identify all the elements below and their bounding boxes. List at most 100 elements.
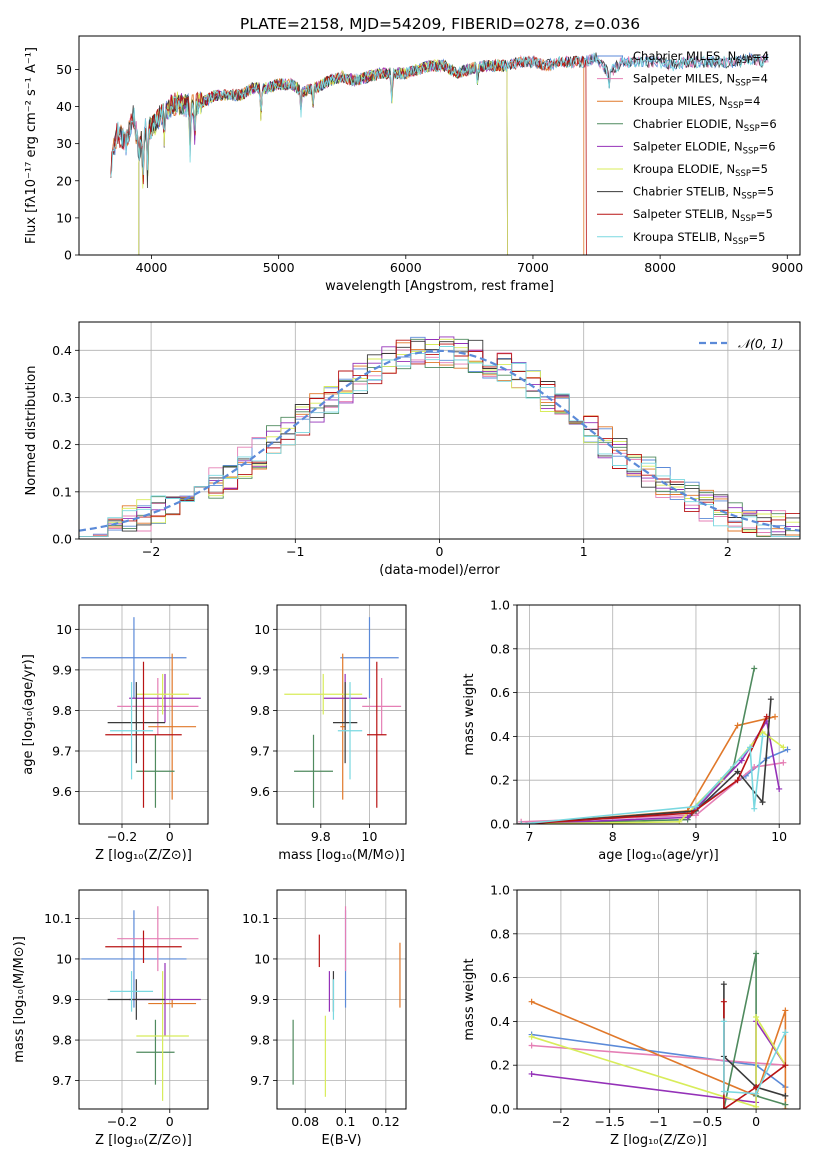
massweight-point xyxy=(751,665,758,672)
massweight-point xyxy=(688,810,695,817)
legend-label-name: Salpeter MILES, N xyxy=(633,72,735,86)
y-tick-label: 10 xyxy=(56,210,72,225)
massweight-point xyxy=(782,1092,789,1099)
y-tick-label: 0.6 xyxy=(490,685,510,700)
x-tick-label: 0.08 xyxy=(291,1114,319,1129)
legend-label: Salpeter ELODIE, NSSP=6 xyxy=(633,139,776,156)
axes-frame xyxy=(276,604,407,825)
massweight-point xyxy=(782,1029,789,1036)
legend-label: Chabrier ELODIE, NSSP=6 xyxy=(633,117,777,134)
figure-title: PLATE=2158, MJD=54209, FIBERID=0278, z=0… xyxy=(240,15,640,33)
y-tick-label: 0.3 xyxy=(52,390,72,405)
legend-label-name: Salpeter STELIB, N xyxy=(633,207,740,221)
y-tick-label: 9.8 xyxy=(52,1033,72,1048)
massweight-point xyxy=(753,1090,760,1097)
axes-frame xyxy=(78,889,209,1110)
massweight-point xyxy=(753,950,760,957)
y-tick-label: 9.7 xyxy=(250,744,270,759)
x-tick-label: 10 xyxy=(362,829,378,844)
y-tick-label: 10 xyxy=(56,622,72,637)
legend-label-eq: =4 xyxy=(743,94,760,108)
y-tick-label: 10 xyxy=(254,622,270,637)
axes-frame xyxy=(516,889,801,1110)
x-tick-label: −0.2 xyxy=(107,829,137,844)
legend-label-sub: SSP xyxy=(743,146,759,156)
massweight-point xyxy=(751,764,758,771)
y-tick-label: 0.0 xyxy=(490,1102,510,1117)
legend-label-name: Chabrier ELODIE, N xyxy=(633,117,744,131)
massweight-point xyxy=(684,814,691,821)
x-axis-label: E(B-V) xyxy=(321,1133,361,1148)
x-tick-label: 9000 xyxy=(771,260,803,275)
massweight-point xyxy=(720,981,727,988)
axes-frame xyxy=(516,604,801,825)
y-tick-label: 9.8 xyxy=(250,1033,270,1048)
y-tick-label: 0.0 xyxy=(490,817,510,832)
x-tick-label: −1 xyxy=(286,544,304,559)
y-tick-label: 0.4 xyxy=(490,1014,510,1029)
panel-spectrum: 4000 5000 6000 7000 8000 9000 0 10 20 30 40 50 wavel… xyxy=(24,35,803,294)
y-axis-label: mass weight xyxy=(462,673,477,755)
histogram-series-step xyxy=(79,346,800,538)
panels: 4000 5000 6000 7000 8000 900001020304050wavel… xyxy=(12,35,803,1148)
massweight-series-line xyxy=(723,1021,787,1095)
legend-label-eq: =6 xyxy=(760,117,777,131)
y-tick-label: 1.0 xyxy=(490,883,510,898)
y-tick-label: 9.9 xyxy=(52,662,72,677)
y-axis-label: Flux [fλ10⁻¹⁷ erg cm⁻² s⁻¹ A⁻¹] xyxy=(24,47,39,244)
panel-residuals: −2 −1 0 1 2 0.0 0.1 0.2 0.3 0.4 (data-model)/error… xyxy=(24,321,801,578)
legend-label-eq: =4 xyxy=(751,72,768,86)
y-axis-label: mass weight xyxy=(462,958,477,1040)
plot-area xyxy=(284,617,402,808)
y-tick-label: 1.0 xyxy=(490,598,510,613)
x-tick-label: 10 xyxy=(771,829,787,844)
legend-label-sub: SSP xyxy=(740,214,756,224)
y-tick-label: 10.1 xyxy=(242,911,270,926)
massweight-point xyxy=(772,713,779,720)
y-tick-label: 0.2 xyxy=(490,773,510,788)
y-tick-label: 9.7 xyxy=(52,1073,72,1088)
legend-label-sub: SSP xyxy=(744,124,760,134)
x-tick-label: 0 xyxy=(436,544,444,559)
massweight-point xyxy=(747,744,754,751)
massweight-point xyxy=(751,805,758,812)
legend-label-name: Kroupa ELODIE, N xyxy=(633,162,735,176)
y-axis-label: Normed distribution xyxy=(24,366,39,496)
massweight-point xyxy=(720,998,727,1005)
massweight-point xyxy=(767,696,774,703)
plot-area xyxy=(110,52,769,255)
massweight-series-line xyxy=(531,1000,787,1109)
x-tick-label: −2 xyxy=(552,1114,570,1129)
massweight-point xyxy=(782,1007,789,1014)
plot-area xyxy=(81,617,201,808)
massweight-point xyxy=(528,1070,535,1077)
massweight-point xyxy=(753,1084,760,1091)
legend-label: Chabrier MILES, NSSP=4 xyxy=(633,49,769,66)
massweight-point xyxy=(528,998,535,1005)
y-tick-label: 9.7 xyxy=(52,744,72,759)
x-axis-label: wavelength [Angstrom, rest frame] xyxy=(325,279,554,294)
y-axis-label: age [log₁₀(age/yr)] xyxy=(21,654,36,775)
legend-label-sub: SSP xyxy=(728,101,744,111)
legend-label-sub: SSP xyxy=(735,79,751,89)
y-tick-label: 9.9 xyxy=(250,992,270,1007)
massweight-point xyxy=(528,1042,535,1049)
x-tick-label: 6000 xyxy=(390,260,422,275)
legend-label-name: Kroupa STELIB, N xyxy=(633,230,733,244)
legend-label: Salpeter MILES, NSSP=4 xyxy=(633,72,768,89)
axes-frame xyxy=(78,604,209,825)
panel-massweight_vs_Z: −2 −1.5 −1 −0.5 0 0.0 0.2 0.4 0.6 0.8 1.0 Z [log₁₀(… xyxy=(462,883,801,1148)
massweight-point xyxy=(753,1014,760,1021)
axes-frame xyxy=(78,321,801,540)
y-tick-label: 9.6 xyxy=(250,784,270,799)
x-tick-label: −0.5 xyxy=(692,1114,722,1129)
x-axis-label: age [log₁₀(age/yr)] xyxy=(598,848,719,863)
x-axis-label: (data-model)/error xyxy=(379,563,500,578)
y-tick-label: 9.9 xyxy=(250,662,270,677)
y-tick-label: 0.2 xyxy=(490,1058,510,1073)
legend-label: Salpeter STELIB, NSSP=5 xyxy=(633,207,773,224)
x-tick-label: 5000 xyxy=(263,260,295,275)
legend-label-eq: =5 xyxy=(757,185,774,199)
legend-label: Kroupa MILES, NSSP=4 xyxy=(633,94,760,111)
histogram-series-step xyxy=(79,339,800,538)
